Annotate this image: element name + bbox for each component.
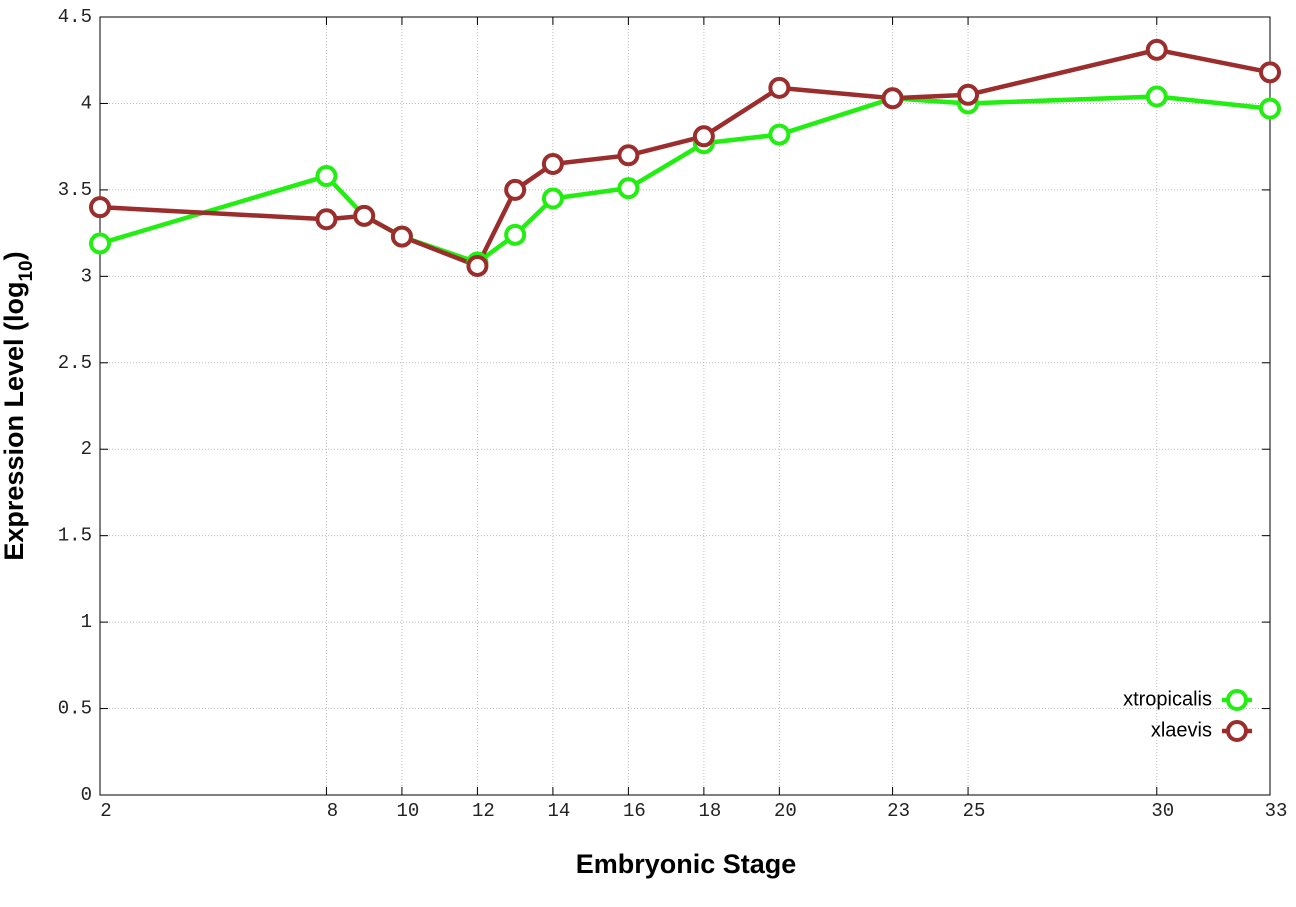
series-line	[99, 94, 1271, 265]
legend-marker	[1226, 689, 1248, 711]
data-point	[617, 177, 640, 200]
x-tick-label: 14	[547, 800, 570, 822]
legend-label: xlaevis	[1151, 719, 1212, 741]
x-tick-label: 33	[1265, 800, 1288, 822]
y-tick-label: 3.5	[58, 179, 92, 201]
data-point	[1259, 97, 1281, 120]
data-point	[315, 208, 338, 231]
y-tick-label: 2	[81, 438, 92, 460]
x-tick-label: 23	[887, 800, 910, 822]
x-tick-label: 12	[472, 800, 495, 822]
y-tick-label: 4	[81, 92, 92, 114]
data-point	[957, 83, 980, 106]
data-point	[1259, 61, 1281, 84]
y-tick-label: 0	[81, 784, 92, 806]
x-tick-label: 10	[397, 800, 420, 822]
x-tick-label: 8	[327, 800, 338, 822]
data-point	[768, 123, 791, 146]
data-point	[504, 223, 527, 246]
y-axis-title: Expression Level (log10)	[0, 251, 37, 560]
data-point	[541, 152, 564, 175]
x-tick-label: 30	[1151, 800, 1174, 822]
x-axis-title: Embryonic Stage	[576, 849, 797, 879]
x-tick-label: 18	[698, 800, 721, 822]
data-point	[692, 125, 715, 148]
x-tick-label: 25	[963, 800, 986, 822]
data-point	[89, 196, 111, 219]
data-point	[315, 165, 338, 188]
plot-frame	[99, 16, 1271, 796]
y-tick-label: 4.5	[58, 6, 92, 28]
data-point	[1145, 85, 1168, 108]
y-tick-label: 2.5	[58, 352, 92, 374]
data-point	[541, 187, 564, 210]
data-point	[617, 144, 640, 167]
y-tick-label: 1	[81, 611, 92, 633]
series-line	[99, 47, 1271, 269]
x-tick-label: 2	[100, 800, 111, 822]
data-point	[1145, 38, 1168, 61]
y-tick-label: 0.5	[58, 698, 92, 720]
data-point	[353, 204, 376, 227]
y-tick-label: 3	[81, 265, 92, 287]
data-point	[768, 76, 791, 99]
y-tick-label: 1.5	[58, 525, 92, 547]
x-tick-label: 16	[623, 800, 646, 822]
data-point	[390, 225, 413, 248]
data-point	[466, 254, 489, 277]
legend-label: xtropicalis	[1123, 688, 1212, 710]
data-point	[89, 232, 111, 255]
data-point	[504, 178, 527, 201]
x-tick-label: 20	[774, 800, 797, 822]
data-point	[881, 87, 904, 110]
legend-marker	[1226, 720, 1248, 742]
